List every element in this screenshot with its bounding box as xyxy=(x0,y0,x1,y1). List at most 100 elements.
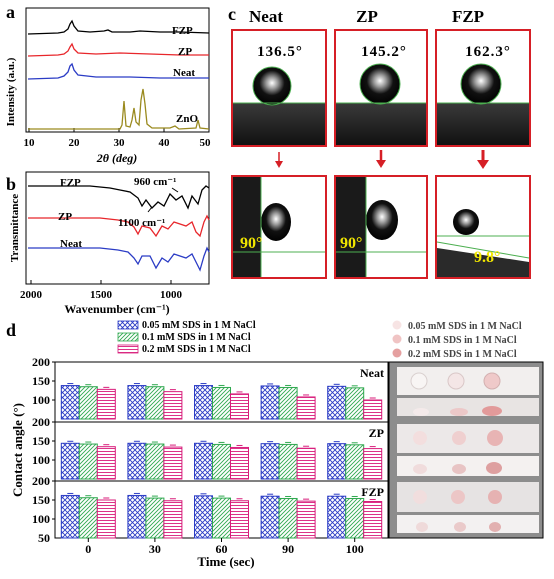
bar xyxy=(194,495,213,539)
chart-ylabel: Contact angle (°) xyxy=(10,403,25,497)
bar xyxy=(78,386,98,420)
legend-right-item: 0.05 mM SDS in 1 M NaCl xyxy=(408,321,522,332)
ftir-annotation-arrow xyxy=(147,206,153,213)
legend-left-item: 0.2 mM SDS in 1 M NaCl xyxy=(142,344,251,355)
sliding-image-zp: 90° xyxy=(334,175,428,279)
down-arrow-icon xyxy=(275,152,283,168)
xrd-label-zp: ZP xyxy=(178,46,192,58)
xrd-zp-curve xyxy=(27,42,209,57)
sliding-image-neat: 90° xyxy=(231,175,327,279)
ftir-label-zp: ZP xyxy=(58,211,72,223)
y-tick-label: 200 xyxy=(32,415,50,429)
ftir-label-fzp: FZP xyxy=(60,177,81,189)
panel-b-xtick: 1500 xyxy=(90,289,113,301)
ftir-annotation-960: 960 cm⁻¹ xyxy=(134,176,176,188)
legend-dot xyxy=(392,348,402,358)
bar xyxy=(230,393,249,420)
bar xyxy=(194,385,213,420)
bar xyxy=(78,443,98,480)
bar xyxy=(230,446,249,480)
legend-swatch xyxy=(117,332,139,342)
bar xyxy=(278,497,298,539)
down-arrow-icon xyxy=(376,150,386,168)
legend-swatch xyxy=(117,344,139,354)
panel-c-contact-angle-images: c Neat ZP FZP 136.5° 145.2° 162.3° xyxy=(228,4,531,279)
static-angle-zp: 145.2° xyxy=(361,44,407,60)
panel-b-xlabel: Wavenumber (cm⁻¹) xyxy=(64,302,169,316)
xrd-label-neat: Neat xyxy=(173,67,195,79)
panel-label-a: a xyxy=(6,2,15,22)
y-tick-label: 200 xyxy=(32,355,50,369)
y-tick-label: 100 xyxy=(32,393,50,407)
panel-a-xtick: 10 xyxy=(24,137,36,149)
x-tick-label: 60 xyxy=(216,542,228,556)
y-tick-label: 150 xyxy=(32,374,50,388)
bar xyxy=(194,442,213,480)
column-title-neat: Neat xyxy=(249,7,283,26)
panel-a-frame xyxy=(25,7,210,133)
ftir-fzp-curve xyxy=(28,185,210,210)
panel-b-ftir: b Transmittance 2000 1500 1000 Wavenumbe… xyxy=(6,171,210,316)
sliding-angle-fzp: 9.8° xyxy=(474,249,500,266)
bar xyxy=(278,386,298,420)
xrd-fzp-curve xyxy=(27,19,210,35)
chart-xlabel: Time (sec) xyxy=(197,554,254,569)
bar xyxy=(260,443,280,480)
bar xyxy=(78,497,98,539)
legend-left-item: 0.1 mM SDS in 1 M NaCl xyxy=(142,332,251,343)
bar xyxy=(363,448,383,480)
panel-a-ylabel: Intensity (a.u.) xyxy=(5,57,17,126)
static-angle-neat: 136.5° xyxy=(257,44,303,60)
xrd-zno-curve xyxy=(28,88,210,130)
down-arrow-icon xyxy=(477,150,489,169)
panel-a-xtick: 50 xyxy=(200,137,212,149)
bar xyxy=(345,497,365,539)
panel-b-xtick: 2000 xyxy=(20,289,43,301)
bar xyxy=(163,391,183,420)
bar xyxy=(127,385,147,420)
bar xyxy=(212,497,231,539)
y-tick-label: 150 xyxy=(32,493,50,507)
bar xyxy=(127,494,147,539)
bar xyxy=(163,446,183,480)
legend-right-item: 0.1 mM SDS in 1 M NaCl xyxy=(408,335,517,346)
bar xyxy=(260,385,280,420)
legend-right-item: 0.2 mM SDS in 1 M NaCl xyxy=(408,349,517,360)
column-title-fzp: FZP xyxy=(452,7,484,26)
subplot-label: Neat xyxy=(360,366,384,380)
x-tick-label: 100 xyxy=(346,542,364,556)
legend-swatch xyxy=(117,320,139,330)
bar xyxy=(212,443,231,480)
photo-neat-side xyxy=(397,398,539,416)
bar xyxy=(96,388,116,420)
panel-b-ylabel: Transmittance xyxy=(9,194,21,262)
bar xyxy=(60,442,80,480)
legend-dot xyxy=(392,334,402,344)
subplot-label: ZP xyxy=(369,426,384,440)
bar xyxy=(345,387,365,420)
panel-d-contact-angle-vs-time: d 0.05 mM SDS in 1 M NaCl 0.1 mM SDS in … xyxy=(6,320,544,569)
bar xyxy=(163,500,183,539)
legend-left-item: 0.05 mM SDS in 1 M NaCl xyxy=(142,320,256,331)
bar xyxy=(363,399,383,420)
photo-zp-side xyxy=(397,456,539,476)
droplet-photo-panel xyxy=(388,361,544,539)
bar xyxy=(296,500,316,539)
sliding-angle-neat: 90° xyxy=(240,235,262,252)
y-tick-label: 100 xyxy=(32,512,50,526)
panel-a-xrd: a Intensity (a.u.) 10 20 30 40 50 2θ (de… xyxy=(5,2,211,165)
bar xyxy=(296,447,316,480)
panel-label-b: b xyxy=(6,174,16,194)
bar xyxy=(145,497,165,539)
subplot-label: FZP xyxy=(361,485,384,499)
bar xyxy=(145,386,165,420)
bar xyxy=(278,443,298,480)
ftir-neat-curve xyxy=(28,246,210,272)
legend-dot xyxy=(392,320,402,330)
bar xyxy=(96,446,116,480)
x-tick-label: 0 xyxy=(85,542,91,556)
bar xyxy=(327,385,347,420)
bar xyxy=(127,442,147,480)
static-angle-fzp: 162.3° xyxy=(465,44,511,60)
